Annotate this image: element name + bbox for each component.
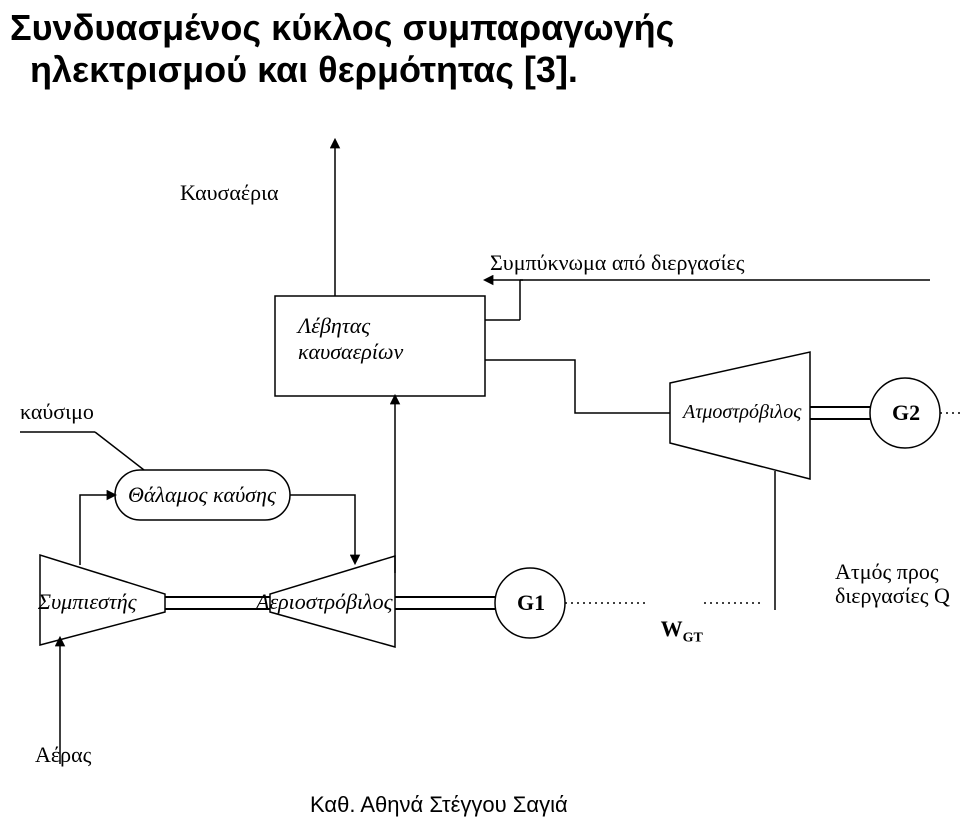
condensate-label: Συμπύκνωμα από διεργασίες (490, 250, 744, 276)
g2-label: G2 (892, 400, 920, 426)
footer-credit: Καθ. Αθηνά Στέγγου Σαγιά (310, 792, 568, 818)
steam-out-label-2: διεργασίες Q (835, 583, 950, 609)
diagram-svg (0, 0, 960, 820)
steam-out-label-1: Ατμός προς (835, 559, 939, 585)
boiler-label-2: καυσαερίων (298, 339, 403, 365)
exhaust-label: Καυσαέρια (180, 180, 279, 206)
wgt-label: WGT (650, 590, 703, 646)
steam-turbine-label: Ατμοστρόβιλος (683, 401, 801, 424)
gas-turbine-label: Αεριοστρόβιλος (256, 589, 393, 615)
fuel-label: καύσιμο (20, 399, 94, 425)
air-label: Αέρας (35, 742, 91, 768)
boiler-label-1: Λέβητας (298, 313, 370, 339)
compressor-label: Συμπιεστής (38, 589, 137, 615)
g1-label: G1 (517, 590, 545, 616)
combustion-label: Θάλαμος καύσης (128, 482, 276, 508)
